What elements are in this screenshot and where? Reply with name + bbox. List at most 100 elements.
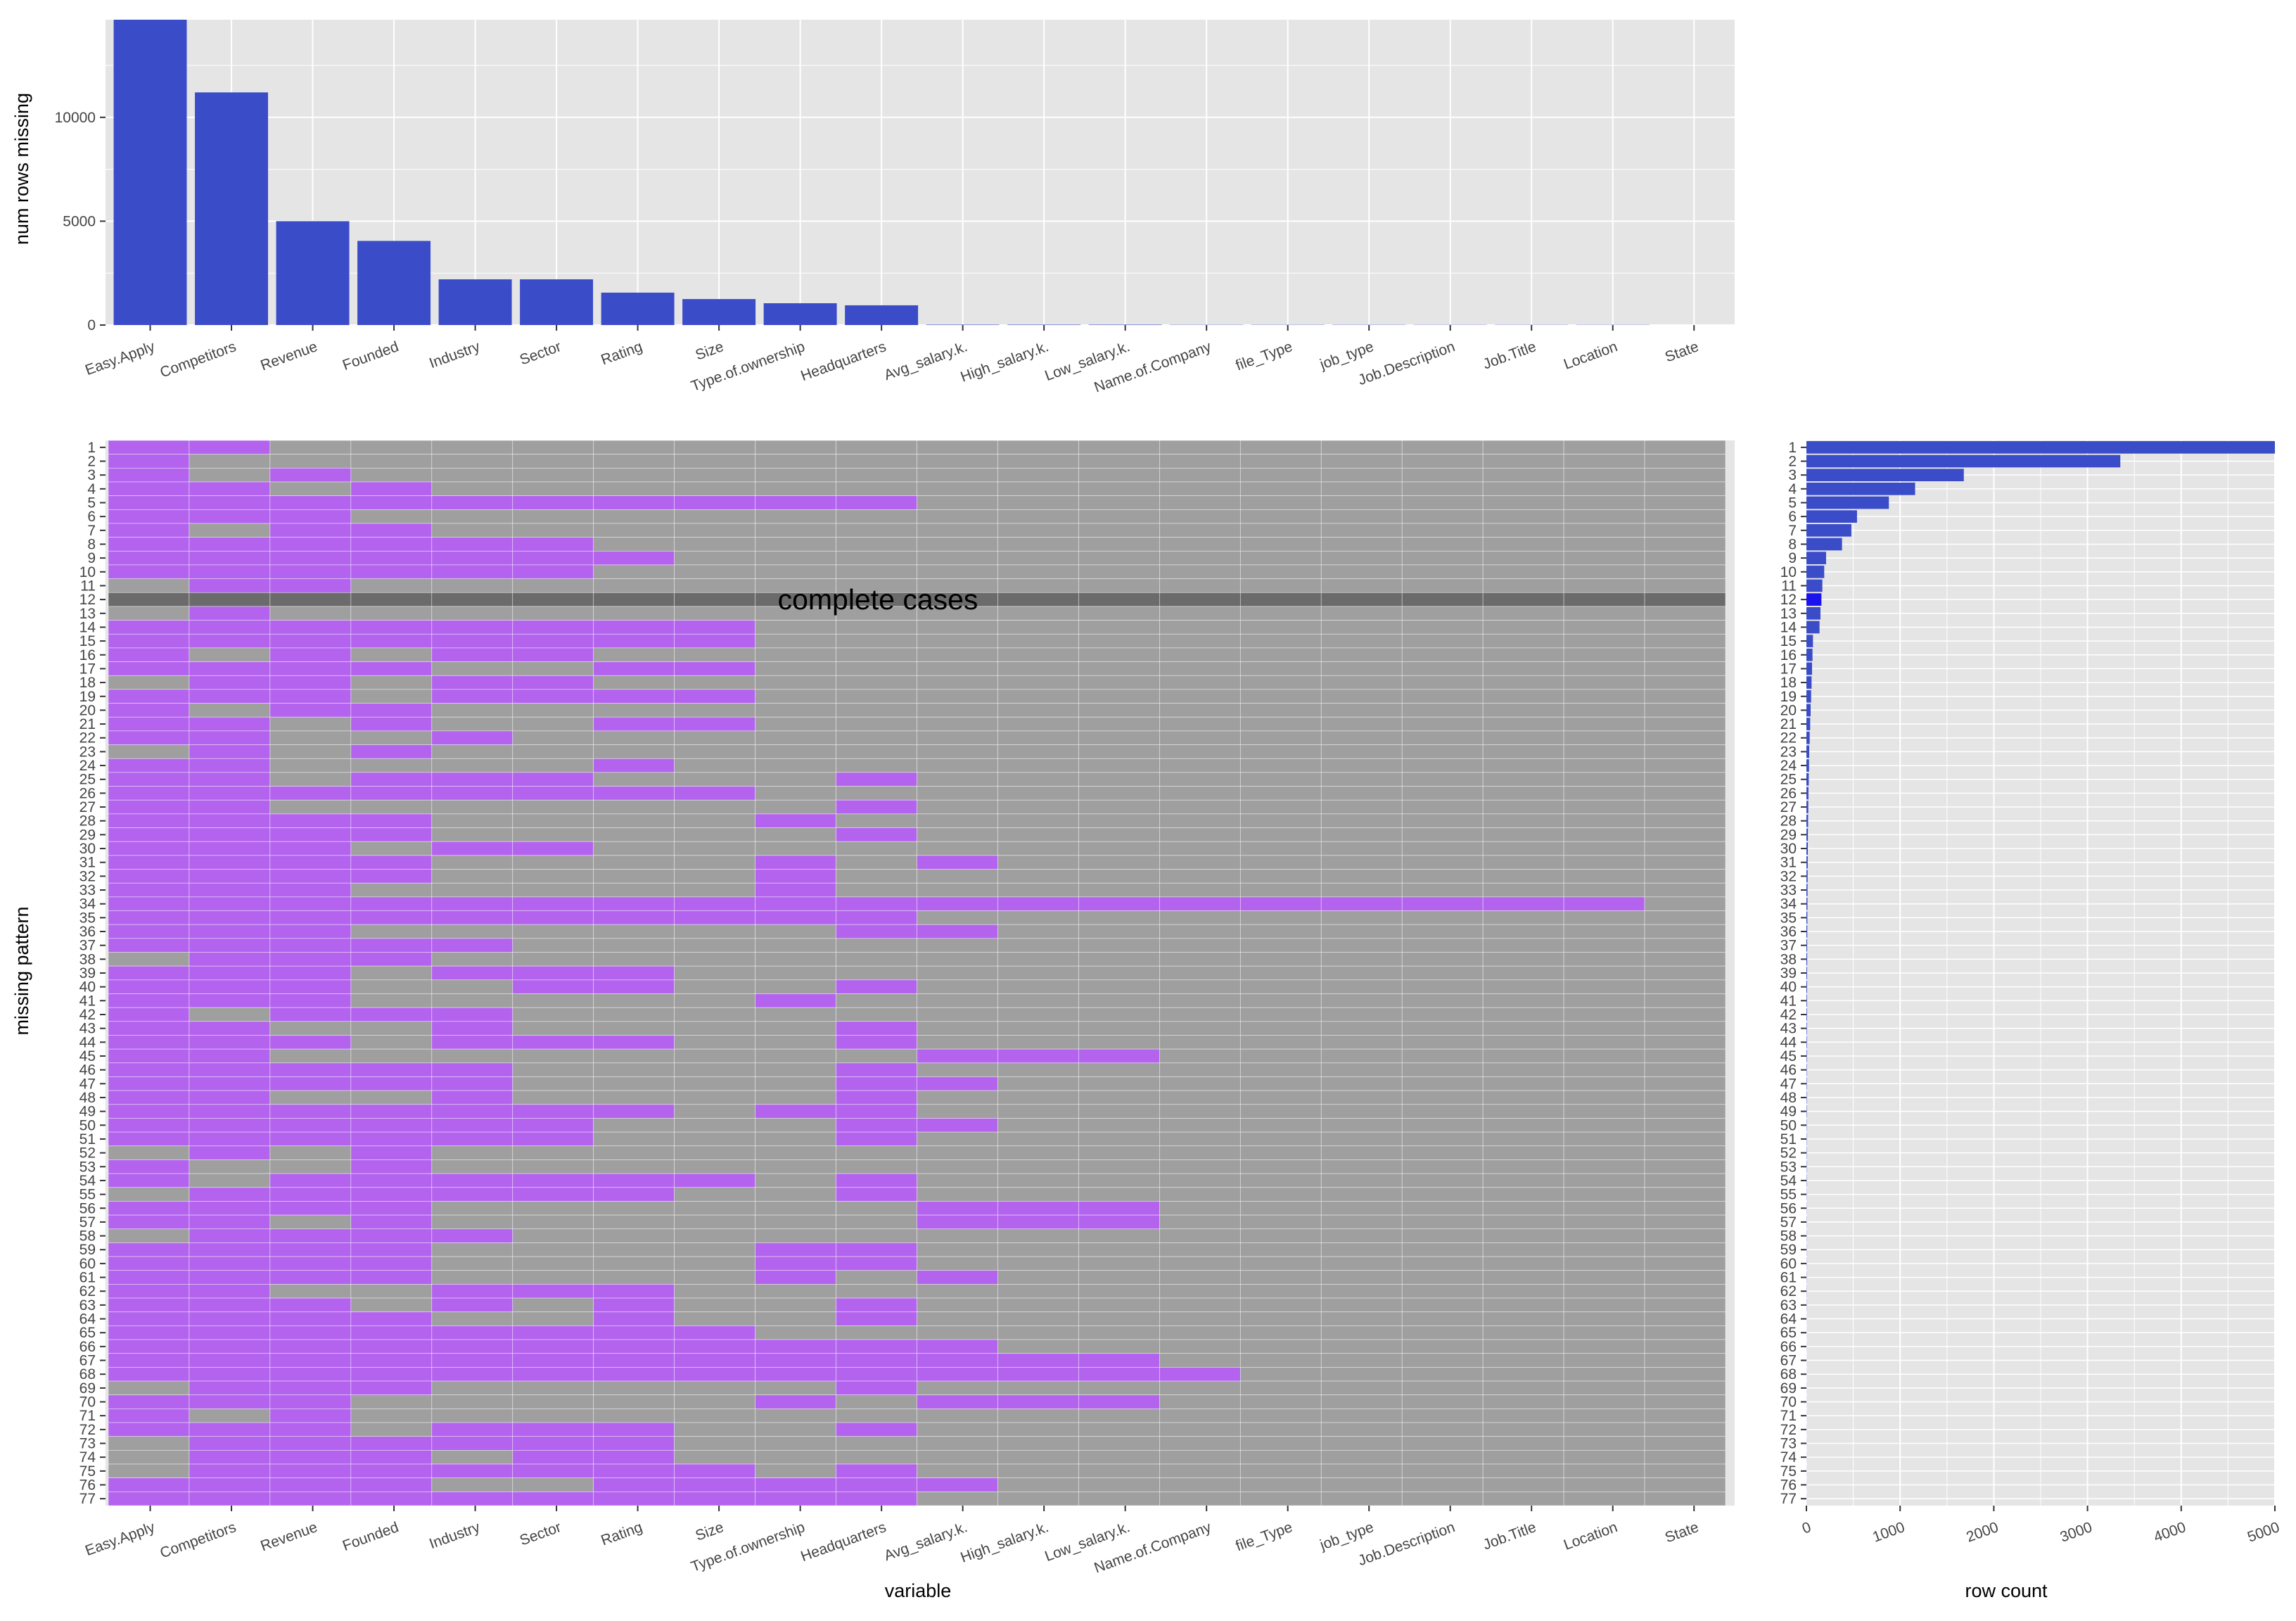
present-cell bbox=[1239, 1159, 1322, 1174]
missing-cell bbox=[917, 1048, 998, 1064]
present-cell bbox=[350, 675, 433, 690]
missing-cell bbox=[269, 1339, 352, 1354]
present-cell bbox=[1482, 537, 1564, 552]
present-cell bbox=[1078, 1159, 1160, 1174]
present-cell bbox=[917, 1409, 998, 1423]
present-cell bbox=[269, 1159, 352, 1174]
missing-cell bbox=[431, 1339, 514, 1354]
present-cell bbox=[1159, 1007, 1241, 1022]
present-cell bbox=[189, 1409, 271, 1423]
matrix-y-tick-label: 67 bbox=[79, 1353, 96, 1369]
present-cell bbox=[431, 1270, 514, 1285]
missing-cell bbox=[917, 1076, 998, 1091]
missing-pattern-matrix: 1234567891011121314151617181920212223242… bbox=[79, 440, 1735, 1577]
present-cell bbox=[674, 882, 755, 898]
missing-cell bbox=[1159, 1367, 1241, 1382]
count-bar bbox=[1806, 635, 1813, 647]
present-cell bbox=[1320, 855, 1403, 870]
missing-cell bbox=[593, 1326, 675, 1340]
present-cell bbox=[1159, 606, 1241, 621]
present-cell bbox=[1644, 1284, 1726, 1299]
count-y-tick-label: 43 bbox=[1780, 1021, 1797, 1037]
present-cell bbox=[674, 564, 755, 579]
present-cell bbox=[917, 730, 998, 745]
present-cell bbox=[674, 993, 755, 1008]
present-cell bbox=[1078, 1284, 1160, 1299]
present-cell bbox=[917, 550, 998, 566]
present-cell bbox=[1078, 454, 1160, 469]
present-cell bbox=[917, 633, 998, 649]
present-cell bbox=[350, 758, 433, 773]
missing-cell bbox=[189, 1062, 271, 1077]
present-cell bbox=[674, 979, 755, 994]
present-cell bbox=[1078, 1270, 1160, 1285]
present-cell bbox=[1644, 910, 1726, 925]
count-y-tick-label: 72 bbox=[1780, 1422, 1797, 1438]
missing-cell bbox=[350, 869, 433, 884]
present-cell bbox=[1401, 993, 1484, 1008]
missing-cell bbox=[593, 1173, 675, 1188]
missing-cell bbox=[431, 495, 514, 510]
present-cell bbox=[1320, 813, 1403, 828]
present-cell bbox=[1401, 841, 1484, 856]
present-cell bbox=[1644, 1021, 1726, 1036]
present-cell bbox=[108, 675, 190, 690]
matrix-y-tick-label: 18 bbox=[79, 675, 96, 691]
missing-cell bbox=[108, 841, 190, 856]
present-cell bbox=[1401, 1297, 1484, 1313]
missing-cell bbox=[350, 1173, 433, 1188]
present-cell bbox=[755, 675, 836, 690]
missing-cell bbox=[108, 495, 190, 510]
present-cell bbox=[1482, 1297, 1564, 1313]
present-cell bbox=[1563, 827, 1645, 842]
present-cell bbox=[1320, 869, 1403, 884]
present-cell bbox=[1239, 703, 1322, 718]
present-cell bbox=[1644, 1367, 1726, 1382]
present-cell bbox=[431, 993, 514, 1008]
present-cell bbox=[593, 924, 675, 939]
present-cell bbox=[997, 537, 1079, 552]
missing-cell bbox=[593, 1450, 675, 1465]
count-bar bbox=[1806, 759, 1809, 772]
count-y-tick-label: 33 bbox=[1780, 882, 1797, 898]
missing-cell bbox=[350, 1367, 433, 1382]
present-cell bbox=[1563, 523, 1645, 538]
present-cell bbox=[674, 1284, 755, 1299]
present-cell bbox=[1563, 1326, 1645, 1340]
missing-cell bbox=[674, 495, 755, 510]
present-cell bbox=[1159, 661, 1241, 676]
top-bar bbox=[113, 20, 187, 325]
present-cell bbox=[1644, 578, 1726, 593]
missing-cell bbox=[917, 1118, 998, 1133]
present-cell bbox=[674, 703, 755, 718]
present-cell bbox=[1320, 1491, 1403, 1506]
present-cell bbox=[1401, 495, 1484, 510]
missing-cell bbox=[755, 813, 836, 828]
missing-cell bbox=[269, 1256, 352, 1271]
present-cell bbox=[1320, 1463, 1403, 1479]
present-cell bbox=[189, 523, 271, 538]
present-cell bbox=[1482, 1145, 1564, 1160]
missing-cell bbox=[512, 1187, 594, 1202]
missing-cell bbox=[269, 1353, 352, 1368]
present-cell bbox=[674, 1145, 755, 1160]
present-cell bbox=[674, 1035, 755, 1050]
present-cell bbox=[1078, 1409, 1160, 1423]
present-cell bbox=[1644, 1104, 1726, 1119]
present-cell bbox=[108, 606, 190, 621]
missing-cell bbox=[269, 1131, 352, 1147]
present-cell bbox=[755, 952, 836, 967]
missing-cell bbox=[512, 1339, 594, 1354]
present-cell bbox=[1482, 440, 1564, 455]
present-cell bbox=[1239, 938, 1322, 953]
present-cell bbox=[997, 606, 1079, 621]
missing-cell bbox=[189, 1242, 271, 1257]
present-cell bbox=[917, 1256, 998, 1271]
present-cell bbox=[108, 1187, 190, 1202]
missing-cell bbox=[917, 1270, 998, 1285]
missing-cell bbox=[189, 744, 271, 759]
present-cell bbox=[593, 1021, 675, 1036]
present-cell bbox=[674, 606, 755, 621]
present-cell bbox=[1320, 606, 1403, 621]
missing-cell bbox=[108, 813, 190, 828]
